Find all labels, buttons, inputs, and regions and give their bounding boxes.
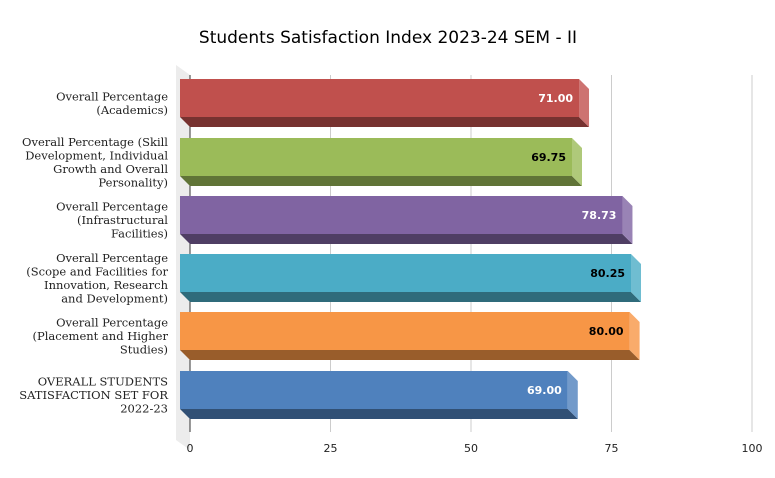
category-label: Studies) [120, 343, 168, 357]
bar [180, 371, 568, 409]
category-label: Overall Percentage (Skill [22, 135, 168, 149]
bar-side-face [622, 196, 633, 244]
bar [180, 254, 632, 292]
bar-side-face [567, 371, 578, 419]
bar-bottom-face [180, 292, 642, 302]
x-tick-label: 75 [605, 442, 619, 455]
bar-bottom-face [180, 409, 578, 419]
x-tick-label: 25 [324, 442, 338, 455]
category-label: Overall Percentage [56, 251, 168, 265]
category-label: (Academics) [96, 103, 168, 117]
category-label: 2022-23 [120, 402, 168, 416]
category-label: Growth and Overall [53, 162, 168, 176]
category-label: and Development) [61, 291, 168, 305]
data-label: 71.00 [538, 92, 573, 105]
bar-side-face [579, 79, 590, 127]
category-label: Innovation, Research [44, 278, 169, 292]
bar-bottom-face [180, 117, 590, 127]
bar-bottom-face [180, 176, 582, 186]
category-label: (Scope and Facilities for [26, 264, 168, 278]
category-label: Facilities) [111, 227, 168, 241]
category-label: Overall Percentage [56, 89, 168, 103]
x-tick-label: 0 [187, 442, 194, 455]
bar [180, 312, 630, 350]
category-label: Overall Percentage [56, 316, 168, 330]
category-label: Overall Percentage [56, 200, 168, 214]
data-label: 69.00 [527, 384, 562, 397]
bar [180, 138, 572, 176]
category-label: OVERALL STUDENTS [38, 375, 168, 389]
category-label: (Infrastructural [77, 213, 168, 227]
category-label: SATISFACTION SET FOR [19, 388, 168, 402]
data-label: 78.73 [582, 209, 617, 222]
bar [180, 196, 623, 234]
x-tick-label: 50 [464, 442, 478, 455]
data-label: 69.75 [531, 151, 566, 164]
chart-title: Students Satisfaction Index 2023-24 SEM … [199, 28, 577, 48]
x-tick-label: 100 [742, 442, 763, 455]
data-label: 80.25 [590, 267, 625, 280]
category-label: Development, Individual [25, 148, 168, 162]
bar-side-face [571, 138, 582, 186]
bar-bottom-face [180, 350, 640, 360]
data-label: 80.00 [589, 325, 624, 338]
category-label: (Placement and Higher [33, 329, 169, 343]
bar [180, 79, 580, 117]
bar-side-face [629, 312, 640, 360]
bar-bottom-face [180, 234, 633, 244]
category-label: Personality) [98, 175, 168, 189]
bar-side-face [631, 254, 642, 302]
